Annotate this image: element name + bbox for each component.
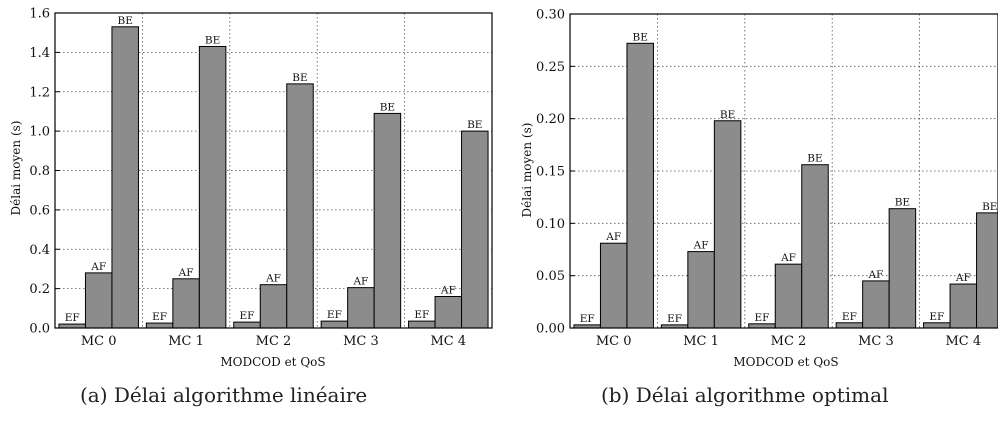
chart-a: 0.0 0.2 0.4 0.6 0.8 1.0 1.2 1.4 1.6 MC 0 MC 1 MC 2 M… — [9, 7, 493, 369]
bar-be — [713, 120, 742, 329]
data-label-ef: EF — [580, 313, 595, 325]
x-tick-label: MC 3 — [343, 334, 379, 349]
data-label-ef: EF — [929, 311, 944, 323]
data-label-af: AF — [780, 252, 796, 264]
data-label-be: BE — [807, 153, 822, 165]
plot-frame — [54, 12, 493, 329]
data-label-af: AF — [352, 276, 368, 288]
bar-af — [172, 278, 200, 329]
bar-ef — [320, 320, 349, 329]
bar-af — [774, 263, 803, 329]
data-label-ef: EF — [755, 312, 770, 324]
x-tick-label: MC 0 — [81, 334, 117, 349]
bar-ef — [145, 322, 174, 329]
x-tick-label: MC 4 — [430, 334, 466, 349]
bar-be — [461, 130, 489, 329]
data-label-ef: EF — [65, 312, 80, 324]
chart-b: 0.00 0.05 0.10 0.15 0.20 0.25 0.30 MC 0 MC 1 MC 2… — [520, 8, 998, 369]
bar-ef — [835, 322, 864, 329]
data-label-af: AF — [693, 240, 709, 252]
data-label-be: BE — [205, 34, 220, 46]
y-tick-label: 1.2 — [29, 85, 50, 100]
data-label-be: BE — [720, 109, 735, 121]
y-tick-label: 0.6 — [29, 203, 50, 218]
bar-af — [434, 296, 463, 329]
data-label-be: BE — [633, 31, 648, 43]
data-label-be: BE — [895, 197, 910, 209]
data-label-be: BE — [467, 119, 482, 131]
bar-af — [259, 284, 288, 329]
bar-be — [801, 164, 829, 329]
data-label-be: BE — [118, 15, 133, 27]
bar-ef — [923, 322, 951, 329]
bar-be — [373, 112, 402, 329]
y-tick-label: 0.00 — [536, 322, 565, 337]
x-tick-label: MC 2 — [256, 334, 292, 349]
y-tick-label: 0.10 — [536, 217, 565, 232]
y-tick-label: 0.20 — [536, 112, 565, 127]
data-label-af: AF — [265, 273, 281, 285]
bar-af — [599, 242, 628, 329]
data-label-ef: EF — [414, 309, 429, 321]
bar-af — [862, 280, 890, 329]
data-label-af: AF — [90, 261, 106, 273]
data-label-ef: EF — [842, 311, 857, 323]
y-tick-label: 0.25 — [536, 60, 565, 75]
data-label-ef: EF — [240, 310, 255, 322]
data-label-af: AF — [867, 269, 883, 281]
y-axis-label: Délai moyen (s) — [9, 121, 23, 216]
y-tick-label: 1.0 — [29, 125, 50, 140]
data-label-af: AF — [178, 267, 194, 279]
y-tick-label: 1.4 — [29, 46, 50, 61]
x-tick-label: MC 0 — [596, 334, 632, 349]
bar-be — [286, 83, 314, 329]
caption-b: (b) Délai algorithme optimal — [601, 383, 889, 407]
bar-af — [949, 283, 978, 329]
y-axis-label: Délai moyen (s) — [520, 123, 534, 218]
bar-be — [198, 45, 227, 329]
x-tick-label: MC 4 — [945, 334, 981, 349]
x-axis-label: MODCOD et QoS — [220, 355, 325, 369]
y-tick-label: 0.4 — [29, 243, 50, 258]
bar-ef — [233, 321, 261, 329]
y-tick-label: 0.30 — [536, 8, 565, 23]
bar-be — [626, 42, 654, 329]
caption-a: (a) Délai algorithme linéaire — [80, 383, 368, 407]
x-tick-label: MC 2 — [771, 334, 807, 349]
bar-be — [111, 26, 139, 329]
plot-frame — [569, 13, 998, 329]
bar-af — [84, 272, 113, 329]
data-label-be: BE — [292, 72, 307, 84]
y-tick-label: 0.2 — [29, 282, 50, 297]
data-label-ef: EF — [152, 311, 167, 323]
y-tick-label: 0.0 — [29, 322, 50, 337]
bar-be — [888, 208, 917, 329]
data-label-be: BE — [380, 101, 395, 113]
x-tick-label: MC 1 — [168, 334, 204, 349]
data-label-be: BE — [982, 201, 997, 213]
x-tick-label: MC 3 — [858, 334, 894, 349]
data-label-af: AF — [955, 272, 971, 284]
data-label-af: AF — [440, 285, 456, 297]
bar-af — [687, 251, 715, 329]
bar-af — [347, 287, 375, 329]
data-label-af: AF — [605, 231, 621, 243]
y-tick-label: 0.05 — [536, 269, 565, 284]
y-tick-label: 0.8 — [29, 164, 50, 179]
data-label-ef: EF — [327, 309, 342, 321]
bar-ef — [748, 323, 776, 329]
data-label-ef: EF — [667, 313, 682, 325]
y-tick-label: 1.6 — [29, 7, 50, 22]
y-tick-label: 0.15 — [536, 165, 565, 180]
x-axis-label: MODCOD et QoS — [733, 355, 838, 369]
bar-be — [976, 212, 998, 329]
x-tick-label: MC 1 — [683, 334, 719, 349]
bar-ef — [408, 320, 436, 329]
